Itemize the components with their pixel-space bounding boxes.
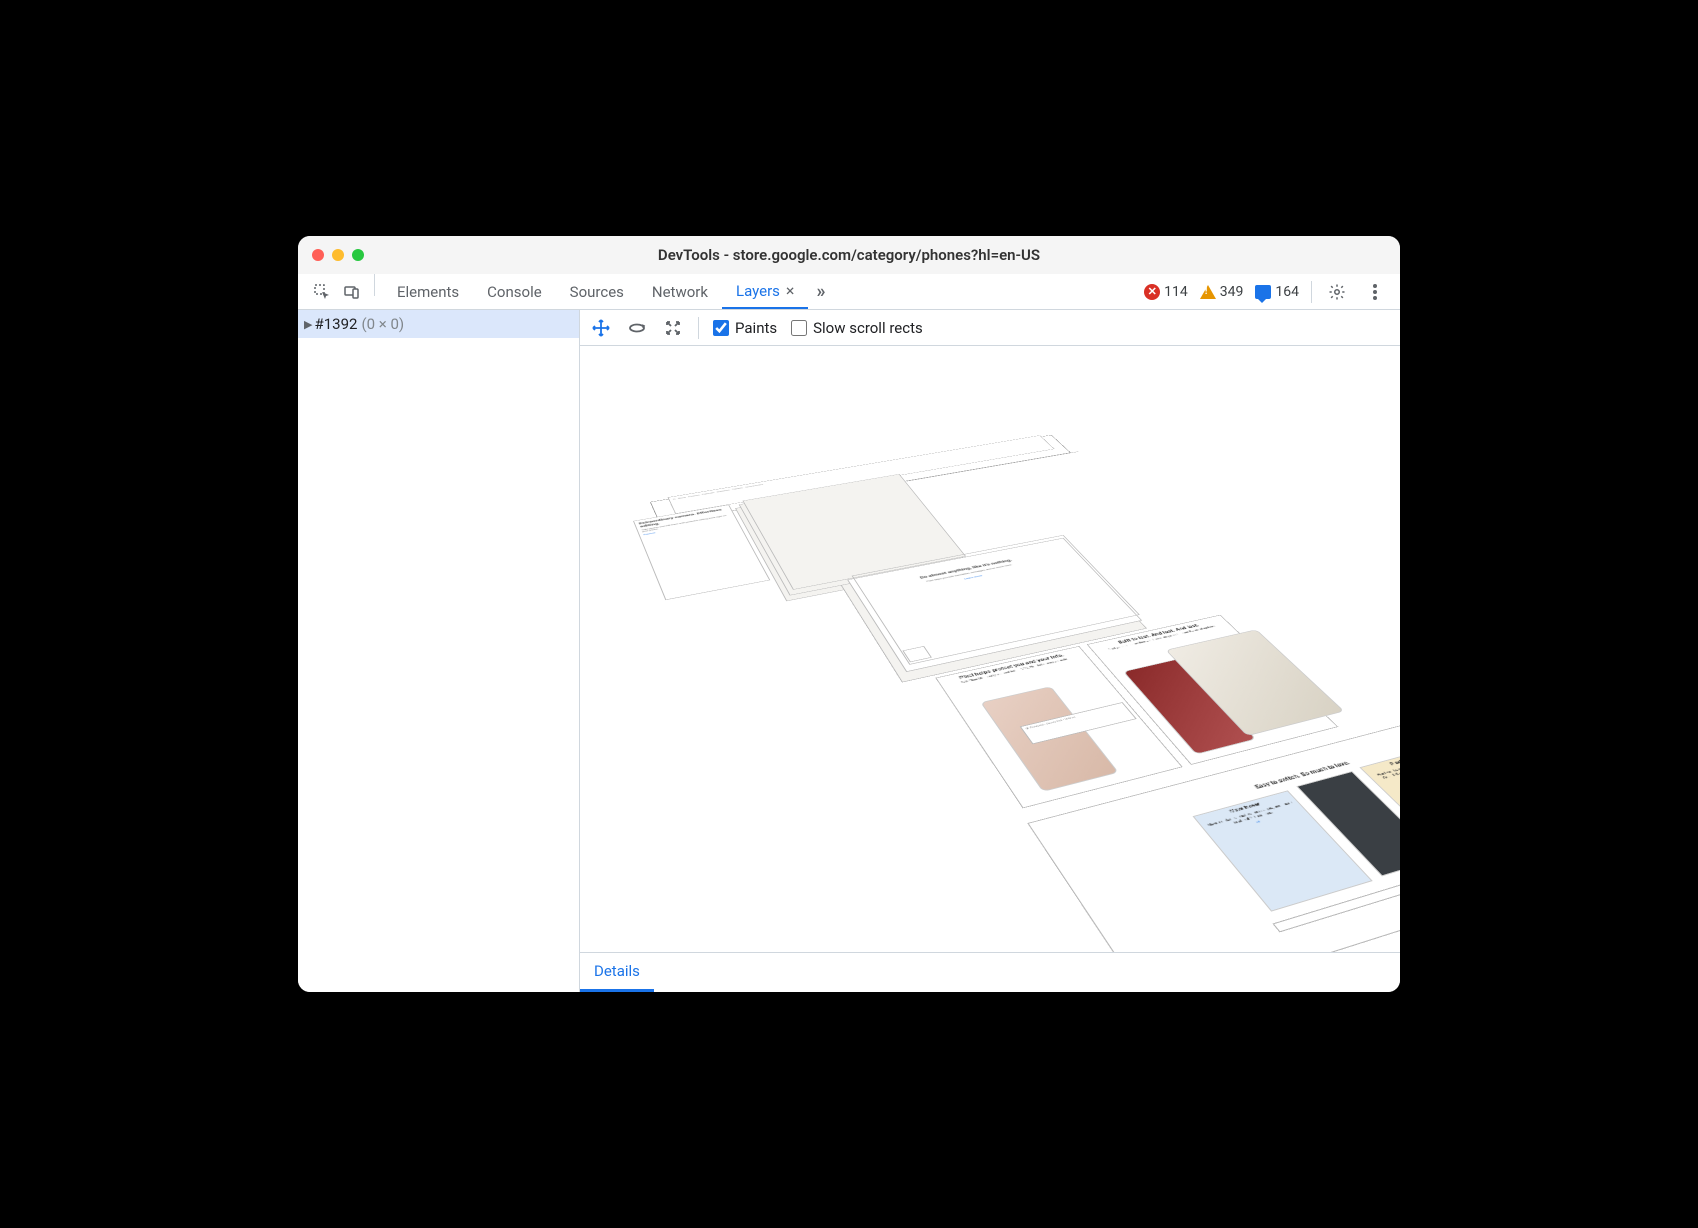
reset-view-icon[interactable] (662, 317, 684, 339)
slow-label: Slow scroll rects (813, 319, 923, 337)
settings-icon[interactable] (1324, 283, 1350, 301)
window-titlebar: DevTools - store.google.com/category/pho… (298, 236, 1400, 274)
more-options-icon[interactable] (1362, 284, 1388, 300)
paints-checkbox[interactable]: Paints (713, 319, 777, 337)
layers-3d-viewport[interactable]: G Store Phones Earbuds Watches Tablets A… (580, 346, 1400, 952)
message-icon (1255, 285, 1271, 299)
layer-id: #1392 (314, 315, 357, 333)
tab-label: Console (487, 283, 542, 301)
warnings-count: 349 (1220, 284, 1244, 300)
panel-tabs: Elements Console Sources Network Layers … (383, 274, 833, 309)
details-tab[interactable]: Details (580, 953, 654, 992)
pan-mode-icon[interactable] (590, 317, 612, 339)
tab-label: Sources (570, 283, 624, 301)
inspect-element-icon[interactable] (308, 278, 336, 306)
layers-tree-sidebar[interactable]: ▶ #1392 (0 × 0) (298, 310, 580, 992)
error-icon: ✕ (1144, 284, 1160, 300)
tab-label: Elements (397, 283, 459, 301)
layer-row[interactable]: ▶ #1392 (0 × 0) (298, 310, 579, 338)
slow-scroll-checkbox-input[interactable] (791, 320, 807, 336)
errors-indicator[interactable]: ✕ 114 (1144, 284, 1188, 300)
close-tab-icon[interactable]: × (786, 281, 795, 300)
tab-console[interactable]: Console (473, 274, 556, 309)
tab-layers[interactable]: Layers × (722, 274, 808, 309)
devtools-toolbar: Elements Console Sources Network Layers … (298, 274, 1400, 310)
tab-elements[interactable]: Elements (383, 274, 473, 309)
paints-label: Paints (735, 319, 777, 337)
devtools-window: DevTools - store.google.com/category/pho… (298, 236, 1400, 992)
details-tab-label: Details (594, 962, 640, 980)
device-toolbar-icon[interactable] (338, 278, 366, 306)
more-tabs-icon[interactable]: » (808, 274, 833, 309)
tab-sources[interactable]: Sources (556, 274, 638, 309)
layers-view-controls: Paints Slow scroll rects (580, 310, 1400, 346)
messages-indicator[interactable]: 164 (1255, 284, 1299, 300)
window-title: DevTools - store.google.com/category/pho… (312, 246, 1386, 264)
paints-checkbox-input[interactable] (713, 320, 729, 336)
status-indicators: ✕ 114 349 164 (1144, 274, 1394, 309)
warnings-indicator[interactable]: 349 (1200, 284, 1244, 300)
details-panel-tabs: Details (580, 952, 1400, 992)
layer-dimensions: (0 × 0) (361, 315, 404, 333)
disclosure-triangle-icon[interactable]: ▶ (304, 318, 312, 331)
messages-count: 164 (1275, 284, 1299, 300)
errors-count: 114 (1164, 284, 1188, 300)
rotate-mode-icon[interactable] (626, 317, 648, 339)
warning-icon (1200, 285, 1216, 299)
tab-label: Layers (736, 282, 780, 300)
slow-scroll-checkbox[interactable]: Slow scroll rects (791, 319, 923, 337)
tab-network[interactable]: Network (638, 274, 722, 309)
tab-label: Network (652, 283, 708, 301)
